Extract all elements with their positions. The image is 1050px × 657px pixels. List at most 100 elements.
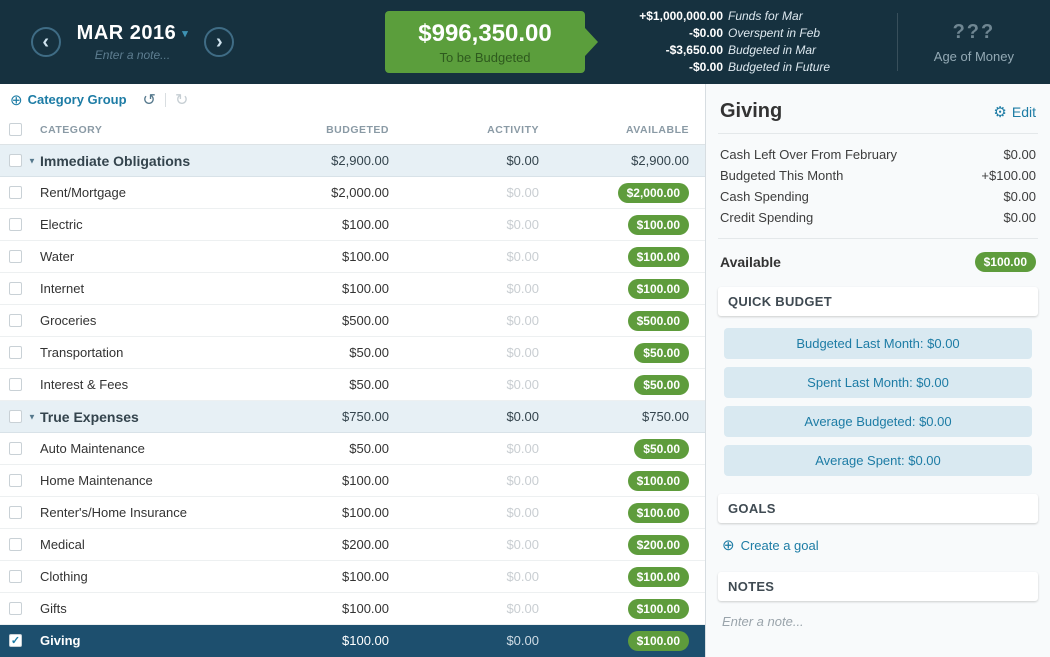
- budgeted-value[interactable]: $500.00: [342, 313, 389, 328]
- category-name: Auto Maintenance: [40, 441, 145, 456]
- stat-row: Cash Left Over From February $0.00: [720, 144, 1036, 165]
- budgeted-value[interactable]: $200.00: [342, 537, 389, 552]
- activity-value: $0.00: [506, 633, 539, 648]
- age-of-money: ??? Age of Money: [896, 13, 1050, 71]
- row-checkbox[interactable]: [9, 346, 22, 359]
- toolbar-divider: [164, 92, 166, 107]
- category-row[interactable]: Medical $200.00 $0.00 $200.00: [0, 529, 705, 561]
- budgeted-value[interactable]: $50.00: [349, 441, 389, 456]
- breakdown-amount: -$0.00: [688, 60, 723, 74]
- age-of-money-value: ???: [952, 20, 996, 43]
- row-checkbox[interactable]: [9, 218, 22, 231]
- month-note-input[interactable]: Enter a note...: [94, 48, 171, 62]
- row-checkbox[interactable]: [9, 250, 22, 263]
- row-checkbox[interactable]: [9, 186, 22, 199]
- prev-month-button[interactable]: ‹: [30, 27, 61, 57]
- tbb-breakdown-line: -$0.00 Overspent in Feb: [617, 25, 846, 42]
- month-selector[interactable]: MAR 2016 ▾: [77, 22, 189, 45]
- redo-button[interactable]: ↻: [174, 91, 189, 109]
- budgeted-value[interactable]: $100.00: [342, 281, 389, 296]
- select-all-checkbox[interactable]: [9, 123, 22, 136]
- undo-button[interactable]: ↺: [142, 91, 156, 109]
- category-row[interactable]: Giving $100.00 $0.00 $100.00: [0, 625, 705, 657]
- collapse-caret-icon[interactable]: ▼: [28, 412, 36, 421]
- available-pill: $2,000.00: [617, 182, 689, 203]
- category-row[interactable]: Internet $100.00 $0.00 $100.00: [0, 273, 705, 305]
- budgeted-value[interactable]: $100.00: [342, 505, 389, 520]
- quick-budget-button[interactable]: Average Budgeted: $0.00: [724, 406, 1032, 437]
- category-row[interactable]: Auto Maintenance $50.00 $0.00 $50.00: [0, 433, 705, 465]
- budgeted-value[interactable]: $100.00: [342, 601, 389, 616]
- budgeted-value[interactable]: $100.00: [342, 217, 389, 232]
- budgeted-value[interactable]: $100.00: [342, 633, 389, 648]
- budgeted-value[interactable]: $750.00: [342, 409, 389, 424]
- row-checkbox[interactable]: [9, 442, 22, 455]
- row-checkbox[interactable]: [9, 474, 22, 487]
- quick-budget-buttons: Budgeted Last Month: $0.00 Spent Last Mon…: [718, 327, 1038, 494]
- available-pill: $50.00: [634, 342, 689, 363]
- row-checkbox[interactable]: [9, 410, 22, 423]
- collapse-caret-icon[interactable]: ▼: [28, 156, 36, 165]
- row-checkbox[interactable]: [9, 538, 22, 551]
- category-row[interactable]: Transportation $50.00 $0.00 $50.00: [0, 337, 705, 369]
- quick-budget-button[interactable]: Spent Last Month: $0.00: [724, 367, 1032, 398]
- available-summary: Available $100.00: [718, 239, 1038, 287]
- breakdown-amount: -$3,650.00: [665, 43, 723, 57]
- row-checkbox[interactable]: [9, 634, 22, 647]
- row-checkbox[interactable]: [9, 154, 22, 167]
- category-row[interactable]: Gifts $100.00 $0.00 $100.00: [0, 593, 705, 625]
- budgeted-value[interactable]: $50.00: [349, 345, 389, 360]
- quick-budget-button[interactable]: Average Spent: $0.00: [724, 445, 1032, 476]
- category-row[interactable]: Groceries $500.00 $0.00 $500.00: [0, 305, 705, 337]
- create-goal-button[interactable]: ⊕ Create a goal: [718, 534, 1038, 572]
- category-name: Renter's/Home Insurance: [40, 505, 187, 520]
- tbb-breakdown-line: +$1,000,000.00 Funds for Mar: [617, 8, 846, 25]
- budget-table: ⊕ Category Group ↺ ↻ CATEGORY BUDGETED A…: [0, 84, 705, 657]
- month-navigation: ‹ MAR 2016 ▾ Enter a note... ›: [0, 22, 265, 62]
- budgeted-value[interactable]: $100.00: [342, 249, 389, 264]
- edit-category-button[interactable]: ⚙ Edit: [993, 103, 1036, 121]
- category-stats: Cash Left Over From February $0.00 Budgete…: [718, 134, 1038, 239]
- create-goal-label: Create a goal: [740, 537, 819, 553]
- budgeted-value[interactable]: $100.00: [342, 473, 389, 488]
- group-row[interactable]: ▼ Immediate Obligations $2,900.00 $0.00 $2,9…: [0, 145, 705, 177]
- row-checkbox[interactable]: [9, 602, 22, 615]
- category-row[interactable]: Electric $100.00 $0.00 $100.00: [0, 209, 705, 241]
- activity-value: $0.00: [506, 473, 539, 488]
- row-checkbox[interactable]: [9, 570, 22, 583]
- category-name: Water: [40, 249, 75, 264]
- row-checkbox[interactable]: [9, 378, 22, 391]
- row-checkbox[interactable]: [9, 314, 22, 327]
- breakdown-amount: -$0.00: [688, 26, 723, 40]
- tbb-breakdown-line: -$3,650.00 Budgeted in Mar: [617, 42, 846, 59]
- category-row[interactable]: Water $100.00 $0.00 $100.00: [0, 241, 705, 273]
- budgeted-value[interactable]: $100.00: [342, 569, 389, 584]
- to-be-budgeted-amount: $996,350.00: [418, 19, 552, 47]
- budget-toolbar: ⊕ Category Group ↺ ↻: [0, 84, 705, 115]
- add-category-group-button[interactable]: ⊕ Category Group: [10, 91, 127, 109]
- available-pill: $100.00: [627, 502, 689, 523]
- category-row[interactable]: Clothing $100.00 $0.00 $100.00: [0, 561, 705, 593]
- category-row[interactable]: Interest & Fees $50.00 $0.00 $50.00: [0, 369, 705, 401]
- activity-value: $0.00: [506, 537, 539, 552]
- column-header-available: AVAILABLE: [625, 123, 689, 136]
- breakdown-label: Budgeted in Mar: [728, 43, 817, 57]
- row-checkbox[interactable]: [9, 282, 22, 295]
- row-checkbox[interactable]: [9, 506, 22, 519]
- quick-budget-button[interactable]: Budgeted Last Month: $0.00: [724, 328, 1032, 359]
- budgeted-value[interactable]: $2,900.00: [331, 153, 389, 168]
- budgeted-value[interactable]: $50.00: [349, 377, 389, 392]
- column-header-budgeted: BUDGETED: [326, 123, 389, 136]
- category-row[interactable]: Renter's/Home Insurance $100.00 $0.00 $100.…: [0, 497, 705, 529]
- group-row[interactable]: ▼ True Expenses $750.00 $0.00 $750.00: [0, 401, 705, 433]
- available-pill: $100.00: [627, 566, 689, 587]
- category-row[interactable]: Home Maintenance $100.00 $0.00 $100.00: [0, 465, 705, 497]
- available-pill: $50.00: [634, 438, 689, 459]
- notes-header: NOTES: [718, 572, 1038, 601]
- category-row[interactable]: Rent/Mortgage $2,000.00 $0.00 $2,000.00: [0, 177, 705, 209]
- quick-budget-header: QUICK BUDGET: [718, 287, 1038, 316]
- category-name: Clothing: [40, 569, 88, 584]
- notes-input[interactable]: Enter a note...: [722, 614, 804, 629]
- budgeted-value[interactable]: $2,000.00: [331, 185, 389, 200]
- next-month-button[interactable]: ›: [204, 27, 235, 57]
